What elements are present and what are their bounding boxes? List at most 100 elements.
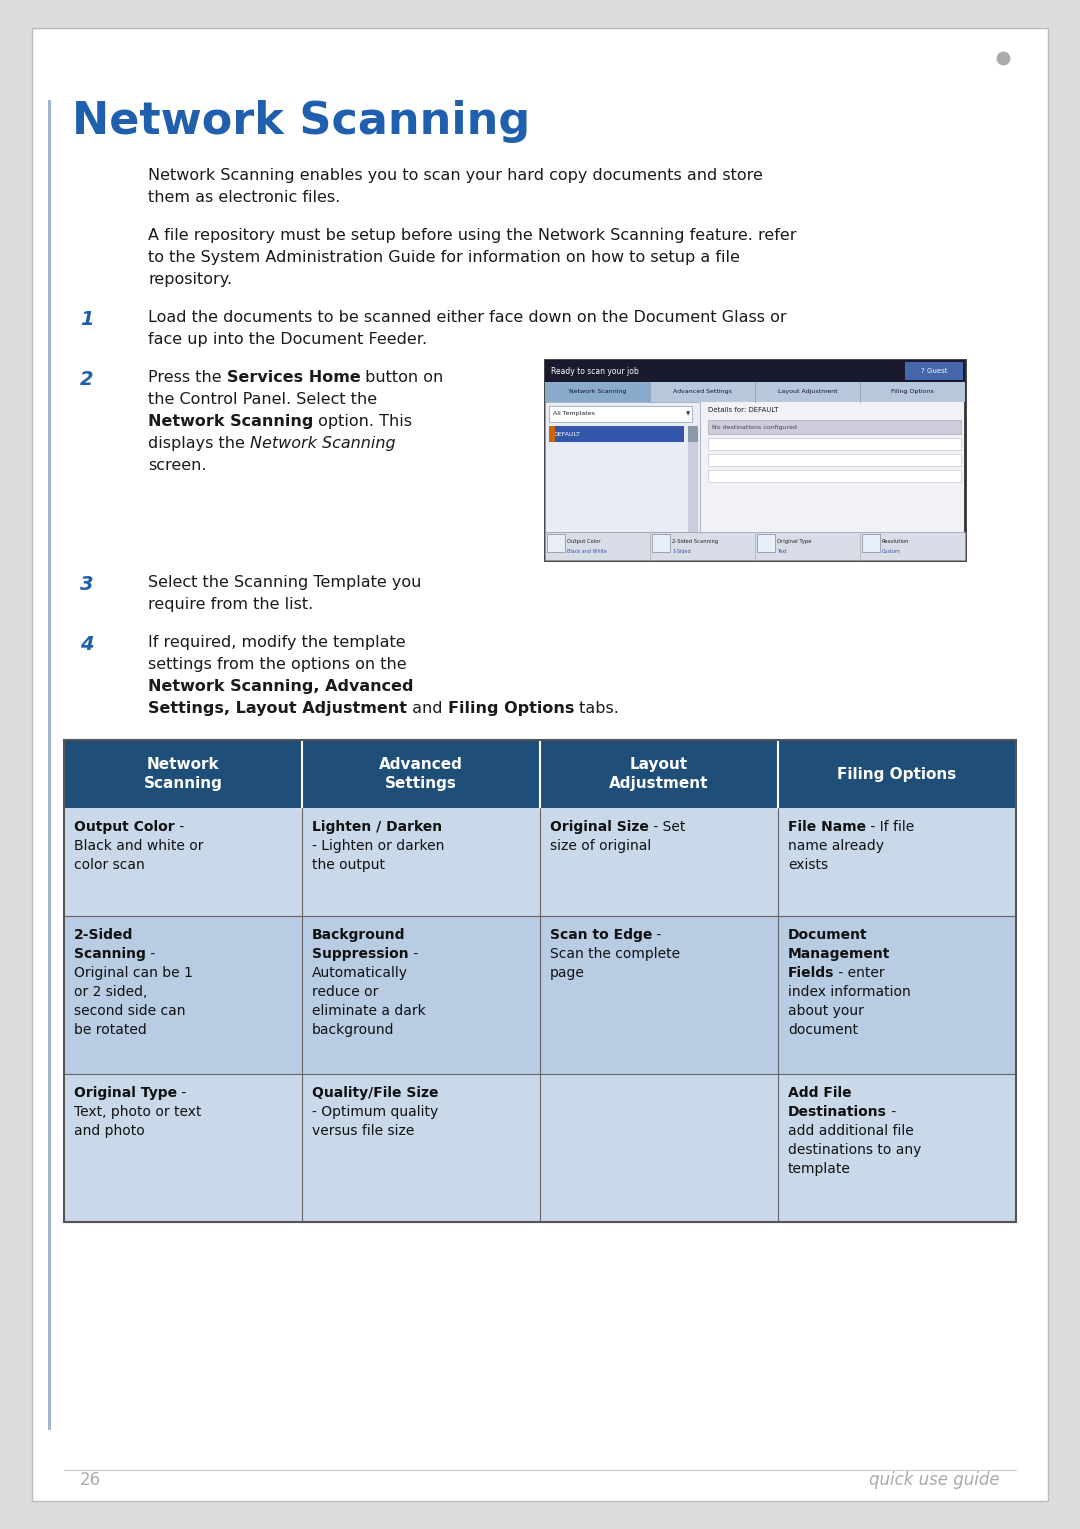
Text: document: document (788, 1023, 858, 1037)
Text: add additional file: add additional file (788, 1124, 914, 1138)
Bar (905, 362, 963, 381)
Text: Load the documents to be scanned either face down on the Document Glass or: Load the documents to be scanned either … (148, 310, 786, 326)
Text: Original Type: Original Type (777, 540, 811, 544)
Text: Details for: DEFAULT: Details for: DEFAULT (708, 407, 779, 413)
Bar (757, 534, 775, 552)
Text: Services Home: Services Home (227, 370, 361, 385)
Text: Output Color: Output Color (567, 540, 600, 544)
Text: exists: exists (788, 858, 828, 872)
Bar (64, 740, 1016, 807)
Text: tabs.: tabs. (573, 700, 619, 716)
Text: Add File: Add File (788, 1086, 852, 1099)
Text: Original Type: Original Type (75, 1086, 177, 1099)
Text: them as electronic files.: them as electronic files. (148, 190, 340, 205)
Text: versus file size: versus file size (312, 1124, 415, 1138)
Text: - If file: - If file (866, 820, 915, 833)
Text: A file repository must be setup before using the Network Scanning feature. refer: A file repository must be setup before u… (148, 228, 797, 243)
Text: No destinations configured: No destinations configured (712, 425, 797, 430)
Text: Quality/File Size: Quality/File Size (312, 1086, 438, 1099)
Text: Custom: Custom (882, 549, 901, 553)
Text: background: background (312, 1023, 394, 1037)
Text: Fields: Fields (788, 966, 835, 980)
Text: Select the Scanning Template you: Select the Scanning Template you (148, 575, 421, 590)
Text: Resolution: Resolution (882, 540, 909, 544)
Text: or 2 sided,: or 2 sided, (75, 985, 147, 998)
Text: face up into the Document Feeder.: face up into the Document Feeder. (148, 332, 427, 347)
Text: Filing Options: Filing Options (891, 390, 934, 394)
Text: about your: about your (788, 1005, 864, 1018)
Text: Network Scanning: Network Scanning (148, 414, 313, 430)
Bar (545, 382, 650, 402)
Bar (549, 427, 684, 442)
Text: displays the: displays the (148, 436, 249, 451)
Text: quick use guide: quick use guide (869, 1471, 1000, 1489)
Text: Scan the complete: Scan the complete (550, 946, 680, 962)
Text: destinations to any: destinations to any (788, 1144, 921, 1157)
Text: Network Scanning: Network Scanning (72, 99, 530, 144)
Text: to the System Administration Guide for information on how to setup a file: to the System Administration Guide for i… (148, 251, 740, 265)
Text: Network
Scanning: Network Scanning (144, 757, 222, 790)
Text: Network Scanning: Network Scanning (249, 436, 395, 451)
Text: 2-Sided: 2-Sided (75, 928, 133, 942)
Text: the Control Panel. Select the: the Control Panel. Select the (148, 391, 377, 407)
Text: ▼: ▼ (686, 411, 690, 416)
Bar (545, 402, 700, 532)
Text: Advanced Settings: Advanced Settings (673, 390, 732, 394)
Text: Black and White: Black and White (567, 549, 607, 553)
Text: and: and (407, 700, 447, 716)
Bar (688, 427, 698, 442)
Text: Text, photo or text: Text, photo or text (75, 1105, 202, 1119)
Text: -: - (652, 928, 662, 942)
Text: Press the: Press the (148, 370, 227, 385)
Text: 2-Sided Scanning: 2-Sided Scanning (672, 540, 718, 544)
Text: eliminate a dark: eliminate a dark (312, 1005, 426, 1018)
Text: Destinations: Destinations (788, 1105, 887, 1119)
Text: button on: button on (361, 370, 444, 385)
Bar (708, 420, 961, 434)
Text: Automatically: Automatically (312, 966, 408, 980)
Text: Text: Text (777, 549, 787, 553)
Text: -: - (887, 1105, 896, 1119)
Bar (549, 427, 555, 442)
Text: Ready to scan your job: Ready to scan your job (551, 367, 638, 376)
Text: -: - (177, 1086, 187, 1099)
Text: Suppression: Suppression (312, 946, 408, 962)
Text: File Name: File Name (788, 820, 866, 833)
Text: Layout Adjustment: Layout Adjustment (778, 390, 837, 394)
Text: the output: the output (312, 858, 384, 872)
Text: 26: 26 (80, 1471, 102, 1489)
Text: ? Guest: ? Guest (921, 368, 947, 375)
Text: and photo: and photo (75, 1124, 145, 1138)
Text: Scanning: Scanning (75, 946, 146, 962)
Text: require from the list.: require from the list. (148, 596, 313, 612)
Text: screen.: screen. (148, 459, 206, 472)
Text: Network Scanning, Advanced: Network Scanning, Advanced (148, 679, 414, 694)
Bar (64, 807, 1016, 916)
Text: repository.: repository. (148, 272, 232, 287)
Text: settings from the options on the: settings from the options on the (148, 657, 407, 673)
Text: index information: index information (788, 985, 910, 998)
Text: template: template (788, 1162, 851, 1176)
Bar (549, 407, 692, 422)
Text: Settings, Layout Adjustment: Settings, Layout Adjustment (148, 700, 407, 716)
Bar (545, 359, 966, 560)
Bar (708, 454, 961, 466)
Text: All Templates: All Templates (553, 411, 595, 416)
Bar (545, 359, 966, 382)
Text: Original Size: Original Size (550, 820, 649, 833)
Bar (652, 534, 670, 552)
Text: DEFAULT: DEFAULT (553, 431, 580, 436)
Text: Document: Document (788, 928, 867, 942)
Text: Management: Management (788, 946, 890, 962)
Text: Output Color: Output Color (75, 820, 175, 833)
Bar (708, 469, 961, 482)
Text: - Set: - Set (649, 820, 685, 833)
Text: second side can: second side can (75, 1005, 186, 1018)
Text: - Optimum quality: - Optimum quality (312, 1105, 438, 1119)
Text: color scan: color scan (75, 858, 145, 872)
Text: Network Scanning enables you to scan your hard copy documents and store: Network Scanning enables you to scan you… (148, 168, 762, 183)
Text: Original can be 1: Original can be 1 (75, 966, 193, 980)
Text: Layout
Adjustment: Layout Adjustment (609, 757, 708, 790)
Text: option. This: option. This (313, 414, 413, 430)
Bar (48, 99, 51, 1430)
